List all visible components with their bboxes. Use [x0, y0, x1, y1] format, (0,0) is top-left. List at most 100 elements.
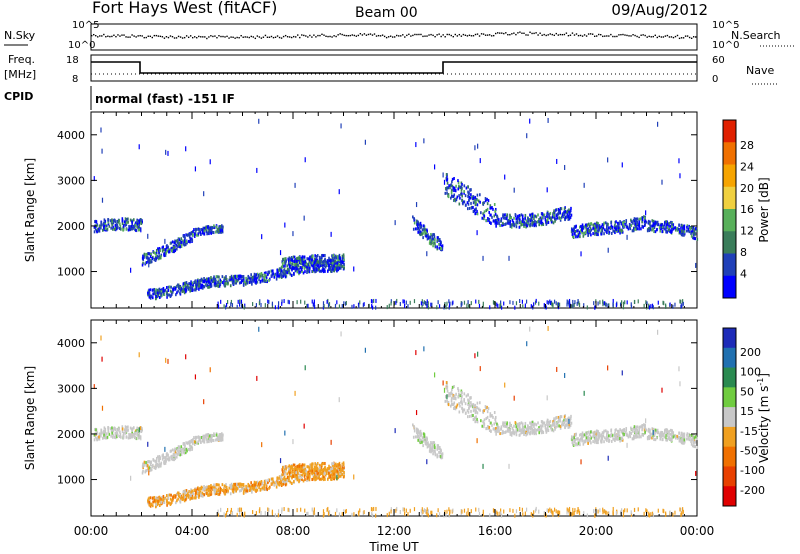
power-cell [576, 229, 578, 233]
power-cell [287, 262, 290, 266]
power-cell [661, 230, 664, 234]
velocity-cell [548, 423, 551, 427]
power-cell [323, 260, 325, 264]
velocity-cell [166, 457, 169, 461]
power-cell [184, 236, 186, 240]
power-colorbar-swatch [723, 142, 736, 165]
velocity-cell [538, 426, 540, 430]
velocity-cell [252, 483, 255, 487]
noise-dot [682, 37, 685, 39]
power-cell [550, 218, 552, 222]
velocity-cell [465, 394, 468, 398]
power-cell [296, 300, 298, 305]
noise-dot [276, 35, 279, 37]
noise-dot [208, 36, 210, 38]
power-cell [299, 258, 302, 262]
noise-dot [486, 34, 489, 36]
velocity-cell [298, 475, 300, 479]
noise-dot [492, 34, 495, 37]
power-cell [665, 220, 667, 224]
velocity-cell [256, 480, 259, 484]
velocity-cell [104, 427, 107, 431]
power-cell [209, 159, 211, 165]
power-cell [615, 220, 617, 224]
power-cell [208, 229, 211, 233]
power-cell [540, 217, 543, 221]
power-cell [202, 226, 205, 230]
power-cell [300, 299, 302, 304]
power-cell [418, 223, 421, 227]
power-cell [324, 253, 326, 257]
power-cell [578, 301, 580, 306]
power-cell [583, 182, 585, 188]
velocity-cell [149, 466, 152, 470]
power-cell [579, 229, 582, 233]
velocity-cell [329, 475, 332, 479]
power-cell [114, 223, 117, 227]
power-cell [584, 223, 587, 227]
power-cell [281, 299, 283, 304]
power-cell [314, 304, 316, 309]
velocity-cell [218, 433, 221, 437]
power-cell [211, 226, 214, 230]
velocity-cell [555, 422, 558, 426]
velocity-cell [341, 472, 343, 476]
power-cell [242, 283, 245, 287]
power-cell [273, 275, 276, 279]
velocity-cell [423, 437, 426, 441]
velocity-cell [160, 498, 162, 502]
power-cell [433, 233, 436, 237]
power-cell [258, 276, 261, 280]
power-cell [332, 253, 335, 257]
power-cell [462, 202, 464, 206]
velocity-cell [424, 442, 427, 446]
power-cell [322, 265, 324, 269]
power-cell [663, 227, 666, 231]
velocity-cell [430, 440, 432, 444]
power-cell [580, 224, 582, 228]
velocity-plot-frame [90, 319, 698, 517]
power-cell [287, 299, 289, 304]
velocity-cell [225, 483, 227, 487]
velocity-cell [95, 428, 97, 432]
power-cell [190, 282, 192, 286]
power-cell [225, 302, 228, 307]
noise-dot [224, 36, 226, 38]
power-cell [633, 217, 636, 221]
noise-dot [105, 35, 107, 38]
power-cell [590, 222, 592, 226]
velocity-cell [234, 489, 237, 493]
power-cell [320, 264, 323, 268]
noise-dot [591, 33, 594, 35]
power-cell [574, 232, 576, 236]
power-cell [671, 221, 674, 225]
velocity-cell [158, 456, 160, 460]
power-cell [427, 301, 429, 306]
power-cell [301, 258, 303, 262]
velocity-cell [239, 484, 241, 488]
power-cell [653, 222, 655, 226]
velocity-cell [220, 487, 223, 491]
velocity-cell [223, 484, 226, 488]
noise-dot [543, 33, 545, 36]
velocity-cell [225, 485, 228, 489]
power-cell [236, 274, 238, 278]
velocity-cell [425, 442, 428, 446]
velocity-cell [220, 432, 223, 436]
power-cell [318, 255, 321, 259]
velocity-cell [187, 441, 190, 445]
power-cell [324, 264, 326, 268]
power-cell [284, 269, 287, 273]
noise-dot [646, 36, 648, 38]
power-cell [371, 305, 374, 310]
power-cell [292, 266, 294, 270]
power-cell [683, 224, 686, 228]
power-cell [460, 301, 462, 306]
velocity-cell [413, 427, 416, 431]
power-cell [249, 278, 252, 282]
power-cell [294, 259, 297, 263]
power-cell [606, 231, 608, 235]
velocity-cell [530, 421, 532, 425]
power-cell [199, 278, 202, 282]
power-cell [628, 225, 631, 229]
